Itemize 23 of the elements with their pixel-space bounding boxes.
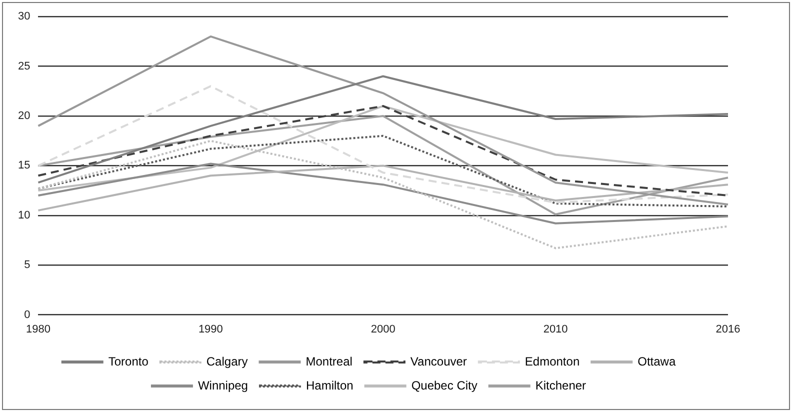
legend-label: Ottawa bbox=[638, 354, 676, 368]
legend-label: Hamilton bbox=[306, 378, 354, 392]
legend-label: Edmonton bbox=[524, 354, 580, 368]
y-tick-label: 30 bbox=[18, 10, 30, 23]
legend-label: Quebec City bbox=[411, 378, 478, 392]
legend-label: Calgary bbox=[206, 354, 248, 368]
line-series bbox=[37, 85, 729, 204]
y-tick-label: 5 bbox=[24, 259, 30, 272]
y-tick-label: 20 bbox=[18, 110, 30, 122]
legend-label: Winnipeg bbox=[198, 378, 248, 392]
x-tick-label: 2016 bbox=[716, 323, 740, 336]
legend-label: Kitchener bbox=[535, 378, 586, 392]
x-tick-label: 1980 bbox=[26, 323, 50, 336]
x-tick-label: 2000 bbox=[370, 323, 396, 336]
x-tick-label: 1990 bbox=[198, 323, 223, 336]
legend-label: Toronto bbox=[108, 354, 149, 368]
y-tick-label: 25 bbox=[18, 60, 30, 72]
y-tick-label: 0 bbox=[24, 308, 30, 321]
y-tick-label: 15 bbox=[18, 160, 30, 172]
legend-label: Montreal bbox=[306, 354, 352, 368]
x-tick-label: 2010 bbox=[543, 323, 568, 336]
legend-label: Vancouver bbox=[410, 354, 467, 368]
y-tick-label: 10 bbox=[18, 209, 30, 222]
